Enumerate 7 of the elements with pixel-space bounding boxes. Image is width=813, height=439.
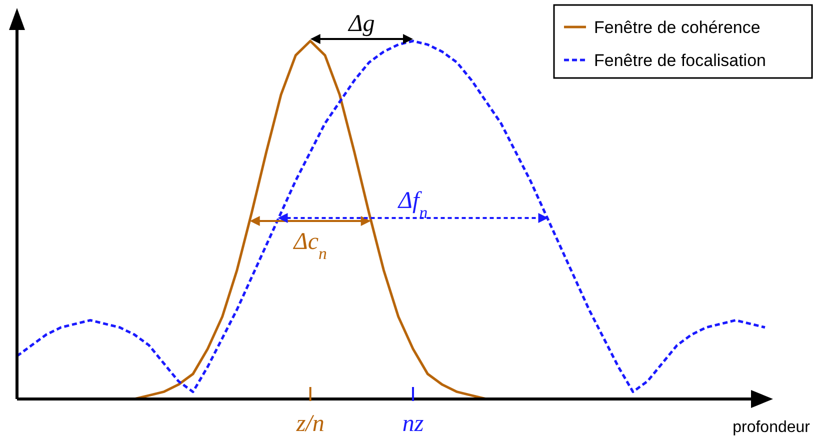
text: Δg xyxy=(348,11,375,37)
x-tick-label: nz xyxy=(402,411,424,437)
x-tick-label: z/n xyxy=(295,411,324,437)
annotation: Δc$_{n}$ xyxy=(292,229,327,262)
x-axis-title: profondeur xyxy=(732,419,811,436)
legend-label: Fenêtre de cohérence xyxy=(594,18,760,37)
legend-label: Fenêtre de focalisation xyxy=(594,51,766,70)
